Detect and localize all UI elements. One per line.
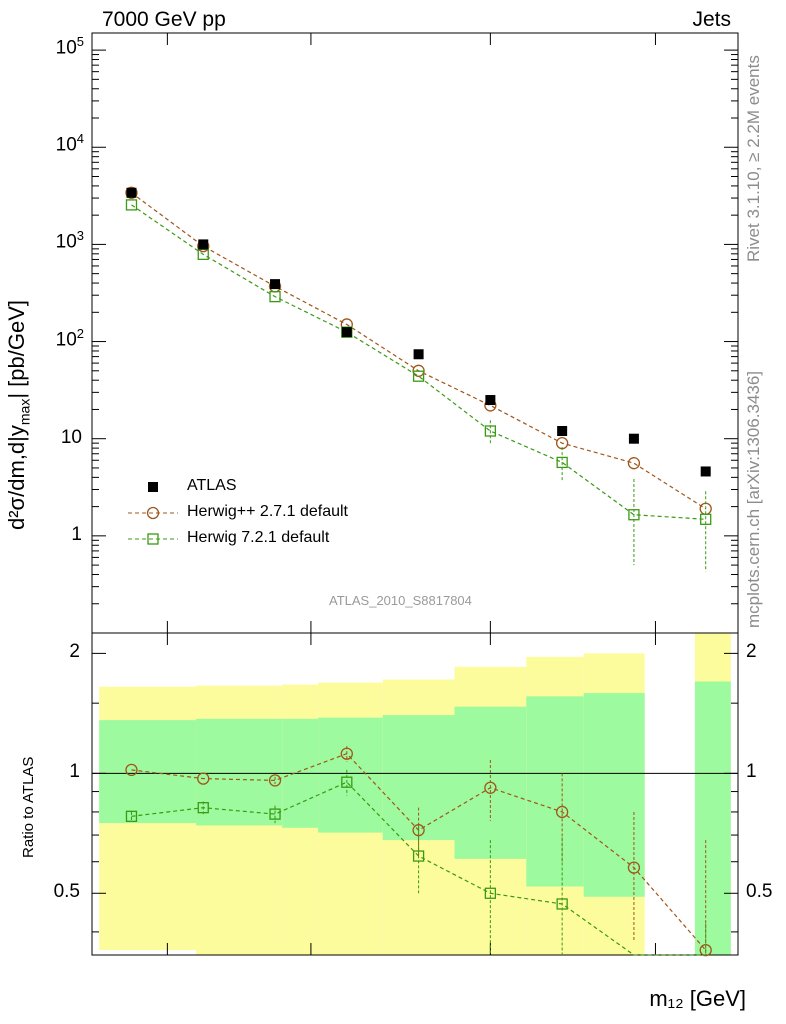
ratio-point-herwigpp: [125, 763, 138, 777]
main-point-atlas: [700, 466, 711, 477]
main-point-atlas: [485, 395, 496, 406]
main-ytick-label: 103: [55, 228, 84, 253]
main-point-herwigpp: [125, 186, 138, 199]
x-axis-label: m₁₂ [GeV]: [649, 986, 746, 1012]
band-inner-1: [196, 718, 283, 826]
main-line-herwig7: [131, 204, 706, 520]
main-ytick-label: 102: [55, 325, 84, 350]
ratio-ytick-label-right: 0.5: [746, 881, 773, 903]
ratio-point-herwig7: [484, 887, 497, 899]
ratio-point-herwigpp: [197, 772, 210, 785]
band-inner-4: [382, 715, 455, 841]
process-label: Jets: [692, 8, 731, 31]
main-point-herwig7: [700, 513, 712, 525]
legend-marker-herwigpp: [146, 506, 160, 520]
ratio-ytick-label-right: 2: [746, 641, 757, 663]
band-inner-3: [318, 717, 383, 833]
main-y-axis-label: d²σ/dm,d|ymax| [pb/GeV]: [4, 300, 32, 530]
legend-marker-herwig7: [147, 533, 159, 545]
rivet-version-label: Rivet 3.1.10, ≥ 2.2M events: [744, 55, 763, 262]
ratio-ytick-label-left: 0.5: [53, 881, 80, 903]
legend-markers: [128, 482, 178, 545]
main-point-atlas: [628, 433, 639, 444]
ratio-uncertainty-bands: [92, 633, 738, 955]
legend-label-herwigpp: Herwig++ 2.7.1 default: [187, 503, 348, 520]
main-point-herwig7: [556, 456, 568, 469]
main-ytick-label: 10: [60, 426, 82, 448]
main-point-herwig7: [125, 199, 138, 211]
ratio-plot-frame: [91, 632, 739, 956]
main-point-herwig7: [412, 370, 425, 382]
main-ytick-label: 105: [55, 34, 84, 59]
ratio-series-marks: [125, 746, 712, 957]
axis-ticks: [92, 33, 738, 955]
main-point-atlas: [341, 327, 352, 338]
band-inner-8: [694, 681, 731, 955]
ratio-ytick-label-right: 1: [746, 761, 757, 783]
mcplots-label: mcplots.cern.ch [arXiv:1306.3436]: [744, 370, 763, 628]
main-point-atlas: [270, 279, 281, 290]
main-point-atlas: [557, 426, 568, 437]
main-point-herwig7: [484, 425, 497, 437]
main-point-atlas: [198, 239, 209, 250]
main-point-herwigpp: [627, 457, 641, 470]
ratio-point-herwigpp: [484, 781, 497, 794]
ratio-ytick-label-left: 2: [69, 641, 80, 663]
ratio-point-herwigpp: [268, 774, 282, 787]
legend-label-herwig7: Herwig 7.2.1 default: [187, 529, 330, 546]
analysis-id-label: ATLAS_2010_S8817804: [329, 593, 472, 608]
ratio-point-herwig7: [412, 850, 425, 862]
band-inner-7: [583, 693, 645, 897]
ratio-point-herwigpp: [555, 805, 569, 819]
ratio-point-herwigpp: [627, 861, 641, 874]
ratio-point-herwigpp: [340, 747, 353, 760]
main-point-herwig7: [269, 290, 281, 303]
main-ytick-label: 104: [55, 131, 84, 156]
main-ytick-label: 1: [71, 523, 82, 545]
ratio-ytick-label-left: 1: [69, 761, 80, 783]
x-axis-label-text: m₁₂ [GeV]: [649, 986, 746, 1011]
ratio-point-herwig7: [269, 808, 281, 820]
beam-label: 7000 GeV pp: [102, 8, 226, 31]
main-series-marks: [125, 186, 712, 572]
ratio-point-herwig7: [197, 802, 209, 814]
main-point-herwig7: [628, 509, 640, 521]
ratio-point-herwig7: [556, 898, 568, 910]
ratio-point-herwig7: [341, 776, 353, 788]
main-point-atlas: [413, 349, 424, 360]
ratio-point-herwig7: [125, 810, 138, 822]
ratio-y-axis-label: Ratio to ATLAS: [20, 756, 37, 858]
main-point-atlas: [126, 187, 137, 198]
legend-label-atlas: ATLAS: [187, 477, 237, 494]
main-y-axis-label-text: d²σ/dm,d|ymax| [pb/GeV]: [4, 300, 33, 530]
legend-marker-atlas: [148, 482, 158, 492]
band-inner-6: [526, 696, 584, 887]
